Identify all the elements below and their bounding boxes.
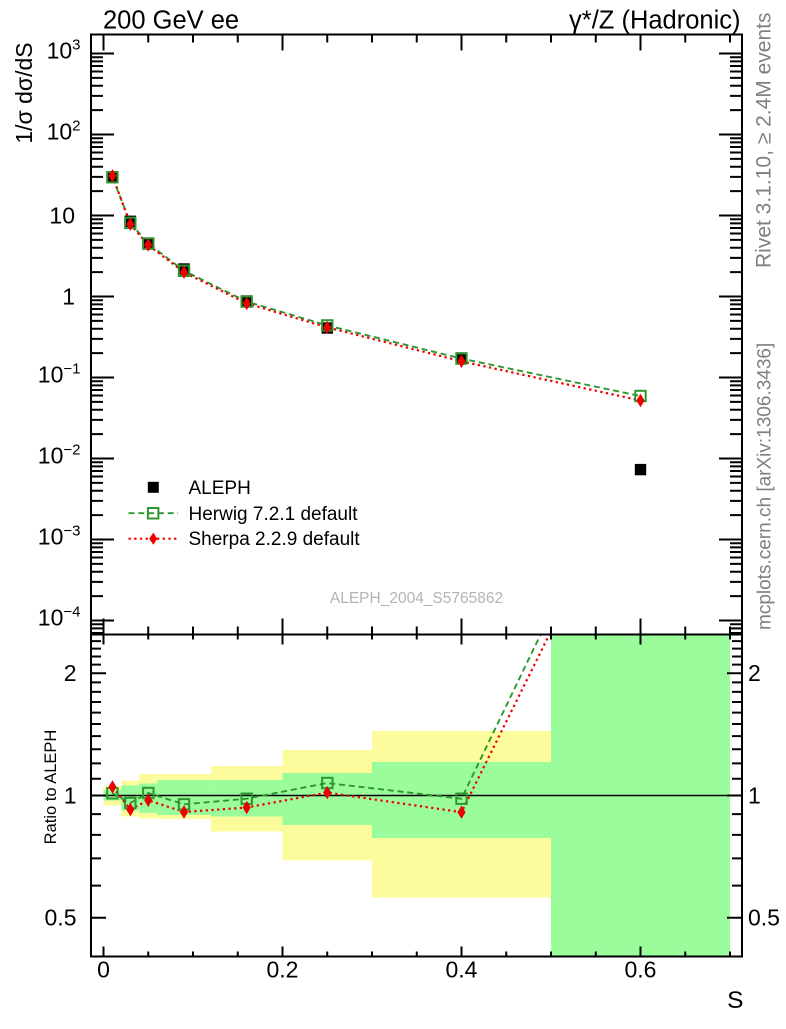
svg-text:γ*/Z (Hadronic): γ*/Z (Hadronic)	[569, 7, 740, 35]
svg-text:Rivet 3.1.10, ≥ 2.4M events: Rivet 3.1.10, ≥ 2.4M events	[753, 13, 776, 269]
svg-text:1: 1	[748, 782, 761, 808]
svg-text:0.5: 0.5	[748, 905, 780, 931]
svg-text:ALEPH_2004_S5765862: ALEPH_2004_S5765862	[330, 590, 503, 607]
svg-text:S: S	[727, 987, 743, 1014]
svg-text:103: 103	[47, 37, 81, 64]
svg-text:10: 10	[49, 202, 75, 228]
svg-text:0: 0	[97, 957, 110, 983]
svg-text:1: 1	[62, 283, 75, 309]
svg-text:2: 2	[748, 660, 761, 686]
svg-text:mcplots.cern.ch [arXiv:1306.34: mcplots.cern.ch [arXiv:1306.3436]	[755, 343, 776, 630]
svg-text:0.2: 0.2	[267, 957, 299, 983]
svg-text:0.5: 0.5	[45, 905, 77, 931]
svg-text:Ratio to ALEPH: Ratio to ALEPH	[42, 730, 60, 845]
svg-text:1: 1	[64, 782, 77, 808]
svg-text:Sherpa 2.2.9 default: Sherpa 2.2.9 default	[189, 529, 361, 550]
svg-text:0.4: 0.4	[446, 957, 478, 983]
svg-text:0.6: 0.6	[625, 957, 657, 983]
svg-text:ALEPH: ALEPH	[189, 478, 251, 499]
svg-text:Herwig 7.2.1 default: Herwig 7.2.1 default	[189, 504, 359, 525]
svg-text:2: 2	[64, 660, 77, 686]
svg-text:200 GeV ee: 200 GeV ee	[103, 7, 239, 35]
svg-text:1/σ dσ/dS: 1/σ dσ/dS	[11, 42, 37, 143]
